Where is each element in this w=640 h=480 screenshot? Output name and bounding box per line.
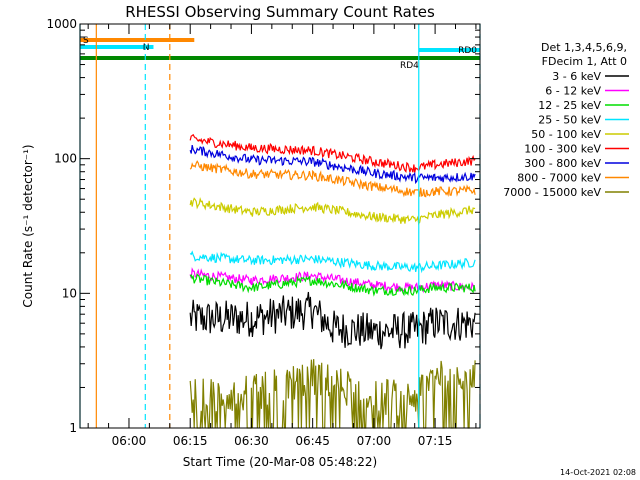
chart-title: RHESSI Observing Summary Count Rates — [125, 3, 435, 21]
series-line-3 — [189, 273, 476, 297]
series-line-4 — [189, 250, 476, 274]
series-lines — [189, 133, 476, 429]
flag-label-s: S — [83, 36, 89, 46]
series-line-8 — [189, 160, 476, 198]
legend-header-decimation: FDecim 1, Att 0 — [542, 55, 627, 68]
legend-label-6: 100 - 300 keV — [524, 143, 601, 156]
legend: Det 1,3,4,5,6,9, FDecim 1, Att 0 3 - 6 k… — [503, 41, 629, 199]
flag-label-rd0: RD0 — [458, 46, 477, 56]
x-axis-ticks: 06:00 06:15 06:30 06:45 07:00 07:15 — [87, 24, 477, 448]
x-tick-label: 06:30 — [234, 434, 269, 448]
y-tick-label: 100 — [54, 152, 77, 166]
y-axis-label: Count Rate (s⁻¹ detector⁻¹) — [21, 144, 35, 307]
legend-label-2: 6 - 12 keV — [545, 85, 601, 98]
legend-header-detectors: Det 1,3,4,5,6,9, — [541, 41, 627, 54]
flag-label-rd4: RD4 — [400, 61, 419, 71]
x-tick-label: 07:15 — [418, 434, 453, 448]
plot-frame — [79, 23, 481, 429]
y-tick-label: 1 — [69, 421, 77, 435]
y-tick-label: 1000 — [46, 17, 77, 31]
flag-label-n: N — [143, 43, 150, 53]
legend-label-1: 3 - 6 keV — [552, 70, 601, 83]
x-axis-label: Start Time (20-Mar-08 05:48:22) — [183, 455, 377, 469]
y-axis-ticks: 1 10 100 1000 — [46, 17, 480, 435]
legend-label-3: 12 - 25 keV — [538, 99, 601, 112]
x-tick-label: 06:45 — [295, 434, 330, 448]
legend-label-7: 300 - 800 keV — [524, 157, 601, 170]
x-tick-label: 06:00 — [112, 434, 147, 448]
x-tick-label: 06:15 — [173, 434, 208, 448]
series-line-7 — [189, 144, 476, 185]
state-flags: S N RD0 RD4 — [80, 36, 480, 71]
legend-label-4: 25 - 50 keV — [538, 114, 601, 127]
date-stamp: 14-Oct-2021 02:08 — [560, 468, 636, 477]
series-line-6 — [189, 133, 476, 173]
y-tick-label: 10 — [62, 286, 77, 300]
legend-label-8: 800 - 7000 keV — [517, 172, 601, 185]
legend-label-9: 7000 - 15000 keV — [503, 186, 601, 199]
series-line-1 — [189, 291, 476, 350]
x-tick-label: 07:00 — [357, 434, 392, 448]
series-line-5 — [189, 196, 476, 226]
legend-label-5: 50 - 100 keV — [531, 128, 601, 141]
